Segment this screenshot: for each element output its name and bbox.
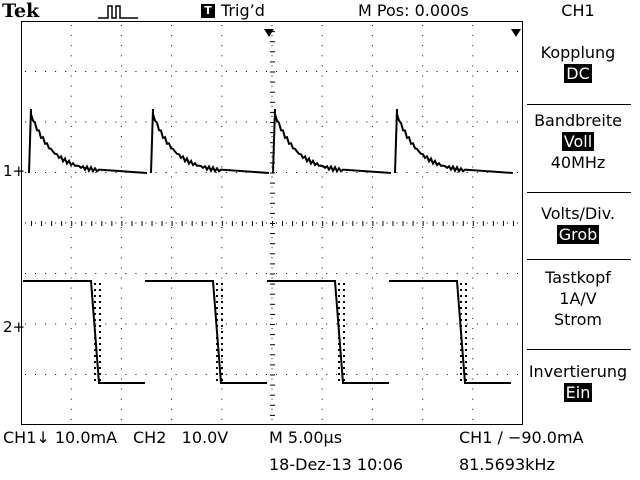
invert-value: Ein	[563, 383, 593, 402]
probe-type: Strom	[553, 310, 603, 329]
graticule	[21, 21, 523, 425]
menu-divider	[527, 259, 631, 260]
volts-div-value: Grob	[556, 225, 600, 244]
menu-item-volts-div[interactable]: Volts/Div. Grob	[523, 203, 633, 245]
trigger-frequency: 81.5693kHz	[459, 455, 555, 474]
trigger-level: CH1 ∕ −90.0mA	[459, 428, 584, 447]
trigger-position-icon	[264, 29, 274, 37]
ch2-scale: CH2 10.0V	[133, 428, 229, 447]
menu-item-probe[interactable]: Tastkopf 1A/V Strom	[523, 267, 633, 330]
menu-divider	[527, 349, 631, 350]
horizontal-position: M Pos: 0.000s	[358, 1, 469, 20]
menu-item-coupling[interactable]: Kopplung DC	[523, 42, 633, 84]
trigger-status-badge: T	[201, 4, 215, 18]
coupling-value: DC	[564, 64, 592, 83]
date-time: 18-Dez-13 10:06	[269, 455, 404, 474]
ch2-trace	[23, 280, 511, 384]
ch1-trace	[28, 108, 514, 174]
bandwidth-value: Voll	[561, 132, 595, 151]
trigger-position-icon	[511, 29, 521, 37]
waveform-display	[21, 21, 523, 425]
trigger-status: Trig’d	[221, 1, 265, 20]
brand-logo: Tek	[2, 0, 40, 22]
top-status-bar: Tek T Trig’d M Pos: 0.000s CH1	[0, 0, 640, 22]
acquisition-waveform-icon	[98, 5, 138, 19]
invert-label: Invertierung	[528, 362, 628, 381]
menu-item-invert[interactable]: Invertierung Ein	[523, 361, 633, 403]
ch1-scale: CH1↓ 10.0mA	[3, 428, 118, 447]
menu-divider	[527, 104, 631, 105]
probe-value: 1A/V	[559, 289, 597, 308]
timebase: M 5.00µs	[269, 428, 343, 447]
probe-label: Tastkopf	[545, 268, 611, 287]
menu-divider	[527, 192, 631, 193]
waveform-traces	[23, 108, 514, 384]
ch2-ground-marker: 2+	[3, 318, 26, 336]
menu-item-bandwidth[interactable]: Bandbreite Voll 40MHz	[523, 110, 633, 173]
volts-div-label: Volts/Div.	[540, 204, 615, 223]
menu-channel-title: CH1	[561, 1, 595, 20]
coupling-label: Kopplung	[540, 43, 616, 62]
trigger-position-markers	[264, 29, 521, 37]
bandwidth-limit: 40MHz	[550, 153, 606, 172]
bandwidth-label: Bandbreite	[534, 111, 622, 130]
ch1-ground-marker: 1+	[3, 162, 26, 180]
